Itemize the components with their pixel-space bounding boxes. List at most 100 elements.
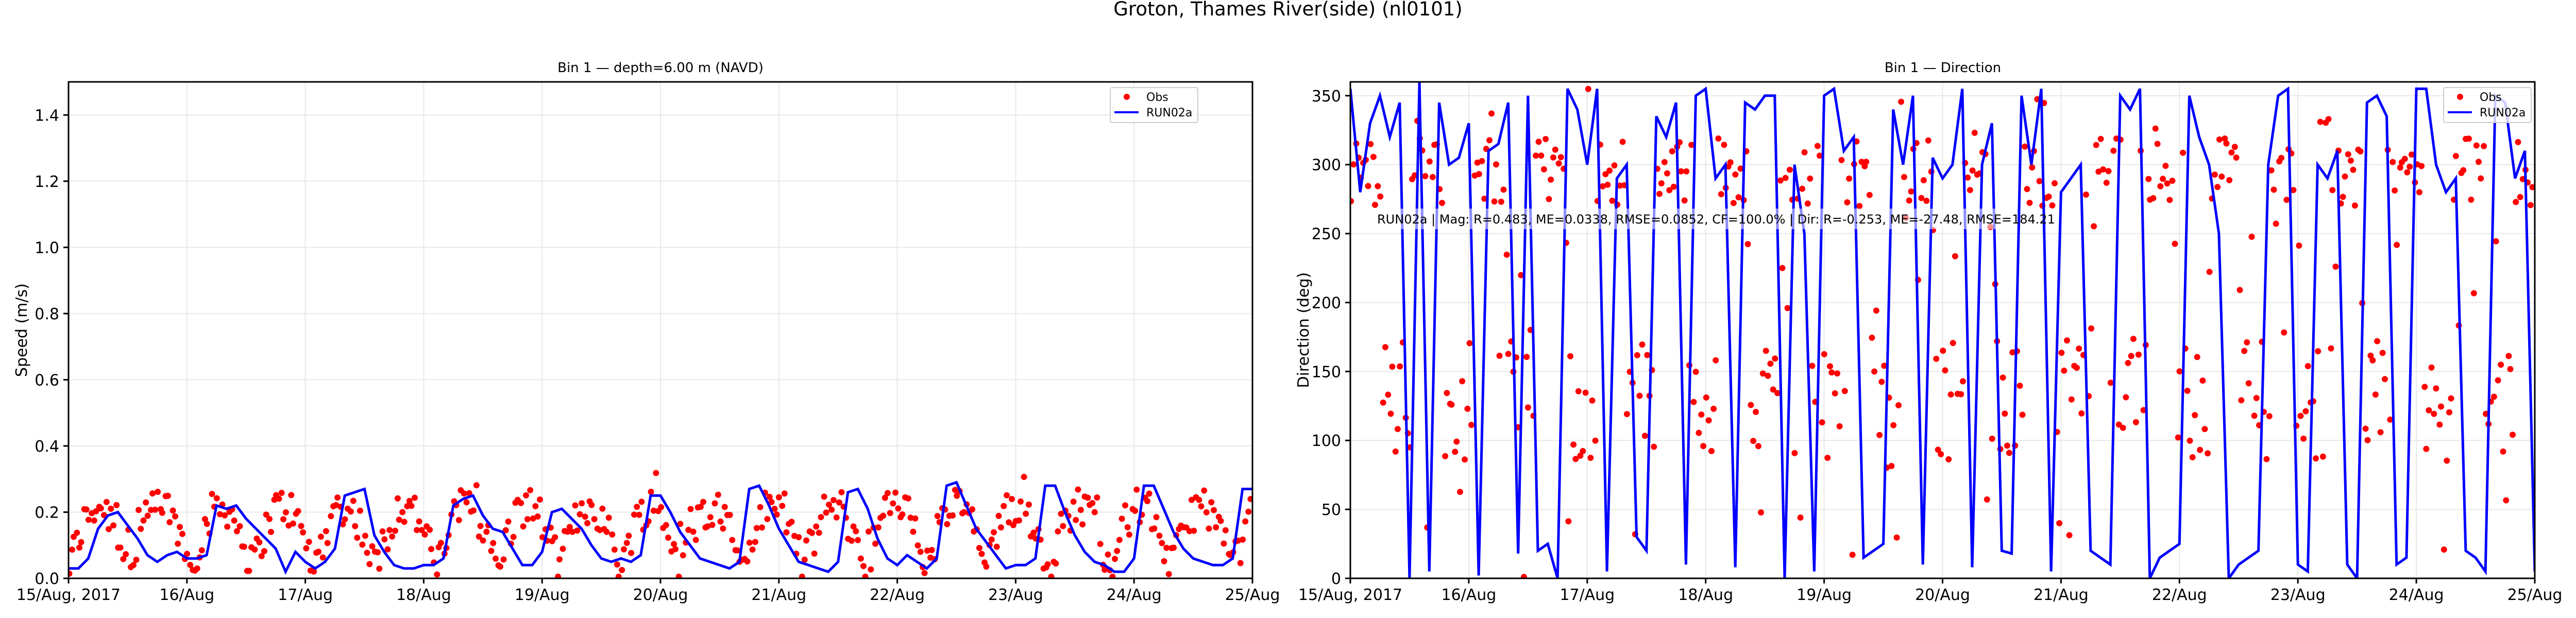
obs-point — [399, 509, 406, 516]
obs-point — [2273, 220, 2279, 227]
obs-point — [437, 540, 444, 546]
obs-point — [1476, 171, 1482, 177]
obs-point — [159, 509, 165, 516]
obs-point — [1084, 494, 1091, 501]
obs-point — [759, 524, 765, 531]
obs-point — [490, 540, 497, 546]
obs-point — [1730, 200, 1737, 207]
obs-point — [1958, 391, 1964, 398]
obs-point — [1732, 171, 1739, 178]
legend-obs-label: Obs — [1146, 91, 1168, 104]
obs-point — [2493, 238, 2499, 245]
obs-point — [108, 505, 114, 512]
obs-point — [1656, 191, 1663, 197]
obs-point — [2064, 337, 2070, 344]
obs-point — [978, 551, 985, 557]
obs-point — [268, 528, 274, 535]
obs-point — [1606, 167, 1613, 174]
obs-point — [2394, 242, 2400, 248]
obs-point — [2056, 520, 2063, 526]
legend-obs-marker — [2457, 94, 2463, 100]
obs-point — [140, 517, 147, 524]
obs-point — [648, 489, 654, 495]
obs-point — [1871, 368, 1878, 375]
obs-point — [1670, 183, 1677, 190]
obs-point — [2460, 167, 2467, 174]
obs-point — [2387, 416, 2394, 423]
y-tick-label: 1.4 — [35, 107, 59, 125]
obs-point — [97, 505, 104, 511]
obs-point — [2500, 448, 2506, 455]
obs-point — [687, 506, 694, 512]
obs-point — [707, 514, 714, 521]
obs-point — [2120, 424, 2126, 431]
obs-point — [976, 545, 982, 551]
obs-point — [862, 573, 869, 578]
obs-point — [833, 514, 840, 521]
obs-points — [69, 470, 1252, 578]
obs-point — [85, 517, 92, 523]
obs-point — [143, 499, 149, 506]
obs-point — [1156, 533, 1163, 539]
obs-point — [152, 506, 159, 513]
y-tick-label: 1.0 — [35, 239, 59, 257]
obs-point — [295, 508, 301, 514]
obs-point — [396, 517, 402, 523]
obs-point — [2431, 410, 2437, 417]
obs-point — [577, 511, 583, 518]
obs-point — [2283, 197, 2290, 203]
obs-point — [175, 540, 181, 547]
obs-point — [1969, 167, 1976, 174]
obs-point — [1053, 560, 1059, 567]
obs-point — [166, 519, 173, 525]
obs-point — [298, 523, 304, 529]
obs-point — [1609, 197, 1616, 204]
obs-point — [1681, 197, 1688, 204]
obs-point — [995, 512, 1002, 519]
obs-point — [280, 516, 286, 523]
obs-point — [2302, 408, 2309, 415]
obs-point — [944, 521, 951, 527]
obs-point — [1422, 173, 1429, 179]
y-tick-label: 150 — [1312, 363, 1341, 381]
obs-point — [1841, 388, 1848, 394]
obs-point — [518, 500, 524, 506]
obs-point — [231, 517, 238, 524]
x-tick-label: 17/Aug — [278, 586, 333, 604]
obs-point — [991, 529, 997, 536]
obs-point — [2397, 164, 2403, 171]
obs-point — [988, 536, 995, 543]
obs-point — [2503, 497, 2510, 504]
obs-point — [1589, 397, 1596, 404]
obs-point — [246, 568, 252, 574]
obs-point — [394, 495, 401, 502]
obs-point — [461, 490, 467, 497]
obs-point — [2226, 177, 2233, 183]
obs-point — [1213, 524, 1219, 530]
obs-point — [658, 504, 665, 510]
obs-point — [1863, 159, 1870, 165]
obs-point — [2332, 263, 2339, 270]
obs-point — [1623, 411, 1630, 417]
obs-point — [233, 528, 240, 535]
obs-point — [2180, 149, 2187, 156]
obs-point — [1429, 174, 1436, 180]
obs-point — [1834, 370, 1840, 377]
obs-point — [502, 527, 509, 534]
obs-point — [2423, 445, 2430, 452]
obs-point — [1801, 149, 1808, 156]
obs-point — [709, 522, 716, 528]
obs-point — [392, 527, 398, 534]
obs-point — [414, 527, 420, 534]
obs-point — [1533, 152, 1539, 159]
obs-point — [809, 529, 816, 536]
obs-point — [1580, 448, 1586, 454]
obs-point — [198, 547, 205, 554]
obs-point — [2297, 413, 2304, 419]
obs-point — [2194, 354, 2200, 360]
obs-point — [753, 525, 760, 531]
obs-point — [783, 529, 790, 536]
x-tick-label: 16/Aug — [1441, 586, 1496, 604]
obs-point — [1787, 166, 1793, 173]
obs-point — [1091, 509, 1098, 516]
